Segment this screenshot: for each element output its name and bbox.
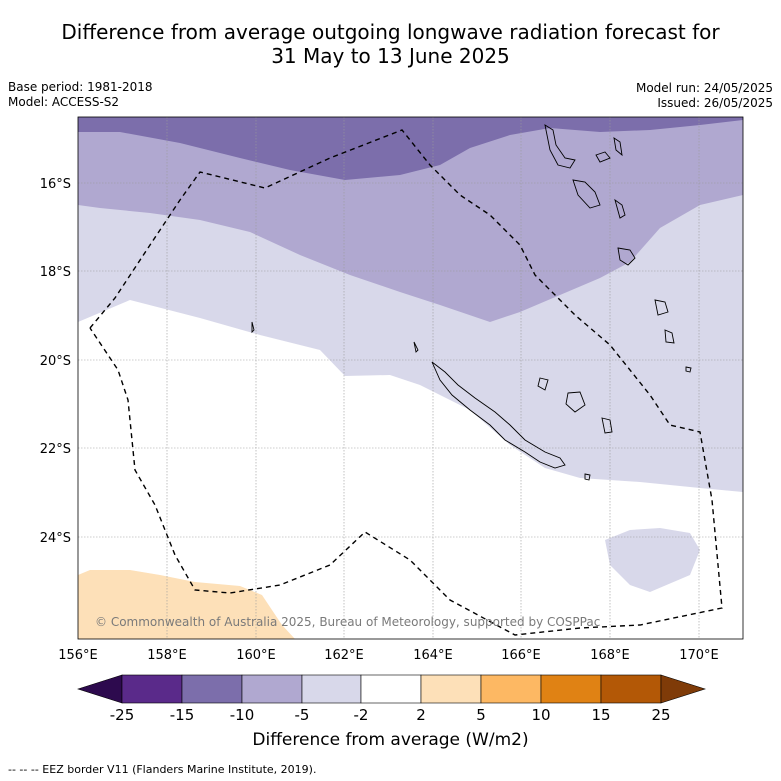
- colorbar-label-9: 15: [591, 706, 611, 724]
- lon-tick-156: 156°E: [58, 648, 98, 663]
- new-caledonia-coast: [431, 361, 566, 469]
- colorbar-swatch-9: [600, 674, 662, 704]
- vanuatu-island-4: [572, 179, 601, 209]
- title-line-2: 31 May to 13 June 2025: [271, 44, 510, 68]
- lon-tick-170: 170°E: [679, 648, 719, 663]
- anomaly-patch-southeast: [605, 528, 700, 592]
- colorbar-swatch-6: [420, 674, 482, 704]
- meta-right: Model run: 24/05/2025 Issued: 26/05/2025: [636, 81, 773, 111]
- lat-tick-20: 20°S: [40, 354, 71, 369]
- lon-tick-168: 168°E: [590, 648, 630, 663]
- lon-tick-158: 158°E: [147, 648, 187, 663]
- copyright-notice: © Commonwealth of Australia 2025, Bureau…: [95, 615, 600, 629]
- page-title: Difference from average outgoing longwav…: [0, 20, 781, 68]
- issued-date: Issued: 26/05/2025: [657, 96, 773, 110]
- colorbar-label-5: -2: [353, 706, 369, 724]
- lat-tick-22: 22°S: [40, 442, 71, 457]
- colorbar-extend-high: [660, 674, 706, 704]
- map-plot-area: © Commonwealth of Australia 2025, Bureau…: [78, 117, 743, 639]
- colorbar-label-8: 10: [531, 706, 551, 724]
- anomaly-patch-positive: [78, 570, 295, 639]
- isle-of-pines: [584, 473, 591, 481]
- model-name: Model: ACCESS-S2: [8, 95, 120, 109]
- lat-tick-16: 16°S: [40, 177, 71, 192]
- island-east-3: [685, 366, 692, 373]
- map-frame: [77, 116, 744, 640]
- lon-tick-164: 164°E: [413, 648, 453, 663]
- vanuatu-island-3: [613, 137, 623, 157]
- meta-left: Base period: 1981-2018 Model: ACCESS-S2: [8, 80, 153, 110]
- colorbar-swatch-1: [121, 674, 183, 704]
- colorbar-swatch-2: [181, 674, 243, 704]
- map-gridlines: [78, 117, 743, 639]
- colorbar-title: Difference from average (W/m2): [252, 730, 529, 750]
- colorbar-swatch-8: [540, 674, 602, 704]
- colorbar-label-2: -15: [169, 706, 195, 724]
- vanuatu-island-1: [544, 124, 576, 169]
- colorbar-swatch-5: [360, 674, 422, 704]
- colorbar-swatch-4: [301, 674, 362, 704]
- lon-tick-166: 166°E: [501, 648, 541, 663]
- base-period: Base period: 1981-2018: [8, 80, 153, 94]
- colorbar-label-7: 5: [476, 706, 486, 724]
- loyalty-island-1: [537, 377, 549, 391]
- axis-labels: 156°E 158°E 160°E 162°E 164°E 166°E 168°…: [40, 177, 719, 663]
- coastlines: [251, 124, 692, 481]
- model-run: Model run: 24/05/2025: [635, 81, 773, 95]
- title-line-1: Difference from average outgoing longwav…: [61, 20, 720, 44]
- island-east-1: [654, 299, 669, 316]
- lon-tick-160: 160°E: [236, 648, 276, 663]
- colorbar-label-4: -5: [294, 706, 310, 724]
- vanuatu-island-6: [617, 247, 636, 266]
- belep-island: [413, 341, 419, 353]
- anomaly-band-minus15: [78, 117, 743, 180]
- lat-tick-24: 24°S: [40, 531, 71, 546]
- eez-footnote: -- -- -- EEZ border V11 (Flanders Marine…: [8, 763, 317, 776]
- colorbar-extend-low: [77, 674, 123, 704]
- colorbar-label-10: 25: [651, 706, 671, 724]
- vanuatu-island-2: [595, 151, 611, 163]
- island-reef: [251, 321, 255, 334]
- eez-border: [89, 129, 723, 636]
- lon-tick-162: 162°E: [324, 648, 364, 663]
- vanuatu-island-5: [614, 198, 626, 219]
- colorbar-label-3: -10: [229, 706, 255, 724]
- loyalty-island-3: [601, 417, 613, 434]
- colorbar-label-6: 2: [416, 706, 426, 724]
- colorbar-label-1: -25: [109, 706, 135, 724]
- lat-tick-18: 18°S: [40, 265, 71, 280]
- colorbar: [77, 674, 706, 704]
- colorbar-swatch-7: [480, 674, 542, 704]
- island-east-2: [664, 329, 675, 344]
- colorbar-swatch-3: [241, 674, 303, 704]
- loyalty-island-2: [565, 391, 586, 413]
